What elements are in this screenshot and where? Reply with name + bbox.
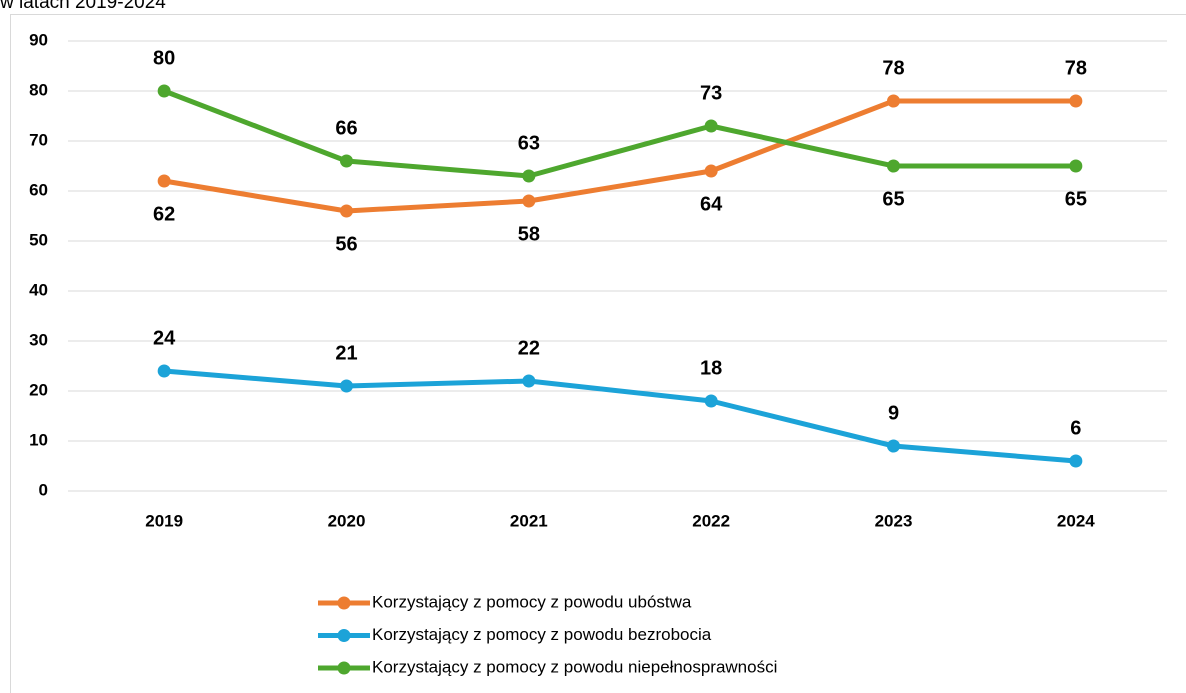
data-point (704, 119, 718, 133)
x-tick-label: 2022 (692, 511, 730, 530)
data-point (887, 159, 900, 173)
y-tick-label: 90 (29, 30, 48, 49)
data-point (887, 439, 900, 453)
x-tick-label: 2021 (510, 511, 548, 530)
data-label: 66 (335, 117, 357, 139)
chart-border (10, 14, 1186, 693)
data-label: 24 (153, 327, 176, 349)
x-tick-label: 2024 (1057, 511, 1095, 530)
data-label: 6 (1070, 417, 1081, 439)
x-tick-label: 2020 (328, 511, 366, 530)
y-tick-label: 0 (39, 480, 48, 499)
y-tick-label: 10 (29, 430, 48, 449)
data-point (704, 164, 718, 178)
data-point (1069, 94, 1083, 108)
legend-marker (337, 661, 351, 675)
data-label: 21 (335, 342, 357, 364)
data-point (340, 379, 353, 393)
data-point (1069, 454, 1083, 468)
y-tick-label: 50 (29, 230, 48, 249)
data-label: 63 (518, 132, 540, 154)
series-line (163, 98, 1076, 214)
data-label: 78 (882, 57, 904, 79)
y-tick-label: 40 (29, 280, 48, 299)
data-label: 22 (518, 337, 540, 359)
data-point (157, 84, 171, 98)
data-point (887, 94, 900, 108)
series-line (163, 368, 1077, 464)
data-point (522, 194, 536, 208)
legend-label: Korzystający z pomocy z powodu niepełnos… (372, 657, 777, 676)
data-point (1069, 159, 1083, 173)
data-point (522, 374, 536, 388)
data-point (157, 364, 171, 378)
data-point (340, 204, 353, 218)
data-label: 78 (1065, 57, 1087, 79)
data-label: 73 (700, 82, 722, 104)
y-tick-label: 20 (29, 380, 48, 399)
y-tick-label: 70 (29, 130, 48, 149)
data-point (522, 169, 536, 183)
legend-label: Korzystający z pomocy z powodu ubóstwa (372, 592, 692, 611)
x-tick-label: 2019 (145, 511, 183, 530)
x-tick-label: 2023 (875, 511, 913, 530)
data-label: 58 (518, 223, 540, 245)
data-label: 56 (335, 233, 357, 255)
chart-title: w latach 2019-2024 (0, 0, 166, 13)
y-tick-label: 60 (29, 180, 48, 199)
data-label: 62 (153, 203, 175, 225)
y-tick-label: 80 (29, 80, 48, 99)
data-label: 9 (888, 402, 899, 424)
data-label: 64 (700, 193, 723, 215)
title-background (0, 0, 240, 14)
data-label: 65 (882, 188, 904, 210)
legend-marker (337, 629, 351, 642)
data-point (704, 394, 718, 408)
data-point (340, 154, 353, 168)
data-label: 18 (700, 357, 722, 379)
legend-marker (337, 596, 351, 610)
data-point (157, 174, 171, 188)
data-label: 65 (1065, 188, 1087, 210)
data-label: 80 (153, 47, 175, 69)
series-line (163, 88, 1076, 179)
y-tick-label: 30 (29, 330, 48, 349)
legend-label: Korzystający z pomocy z powodu bezroboci… (372, 625, 712, 644)
